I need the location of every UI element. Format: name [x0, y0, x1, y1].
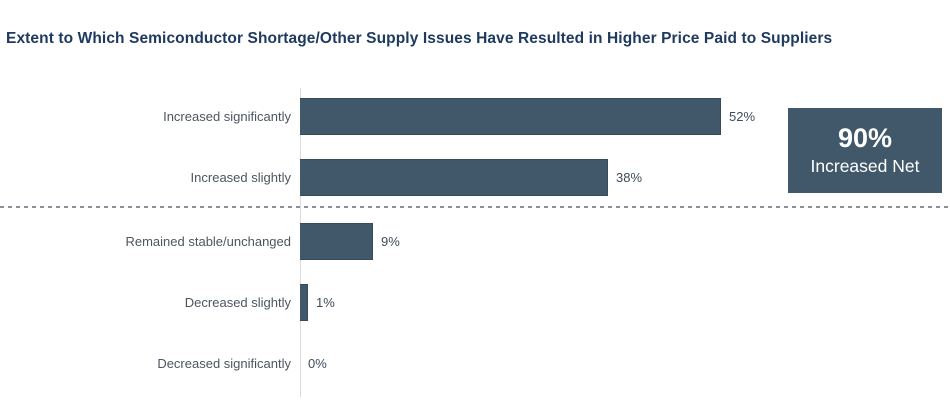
- bar: [300, 223, 373, 260]
- bar-row: Remained stable/unchanged 9%: [0, 223, 950, 260]
- bar-row: Decreased significantly 0%: [0, 345, 950, 382]
- category-label: Increased slightly: [190, 170, 291, 185]
- bar-row: Decreased slightly 1%: [0, 284, 950, 321]
- value-label: 38%: [616, 170, 643, 185]
- chart-title: Extent to Which Semiconductor Shortage/O…: [6, 30, 833, 47]
- increased-net-value: 90%: [837, 123, 893, 154]
- bar: [300, 98, 721, 135]
- category-label: Increased significantly: [163, 109, 291, 124]
- bar-row: Increased slightly 38%: [0, 159, 950, 196]
- value-label: 0%: [308, 356, 327, 371]
- increased-net-label: Increased Net: [810, 155, 920, 176]
- value-label: 1%: [316, 295, 335, 310]
- value-label: 52%: [729, 109, 756, 124]
- bar: [300, 284, 308, 321]
- category-label: Decreased slightly: [184, 295, 291, 310]
- value-label: 9%: [381, 234, 400, 249]
- bar: [300, 159, 608, 196]
- bar-row: Increased significantly 52%: [0, 98, 950, 135]
- increase-decrease-divider-line: [0, 206, 950, 208]
- category-label: Decreased significantly: [157, 356, 291, 371]
- category-label: Remained stable/unchanged: [125, 234, 291, 249]
- increased-net-callout: 90% Increased Net: [788, 108, 942, 193]
